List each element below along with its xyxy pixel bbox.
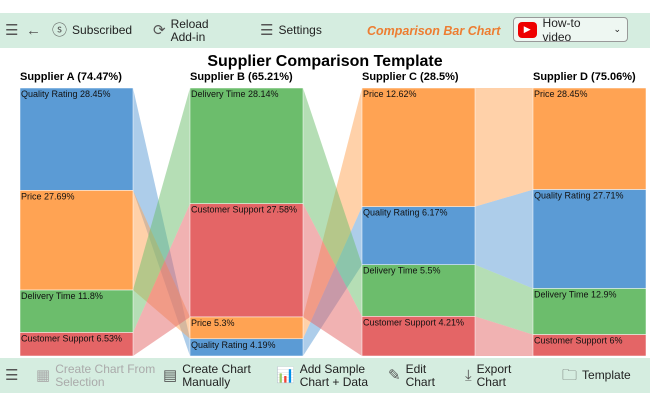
- reload-icon: ⟳: [153, 22, 166, 39]
- bar-segment: [189, 338, 304, 357]
- segment-label: Quality Rating 28.45%: [21, 89, 111, 99]
- brand-title: Comparison Bar Chart: [367, 23, 501, 38]
- segment-label: Delivery Time 28.14%: [191, 89, 279, 99]
- table-icon: ▦: [36, 367, 51, 384]
- flow-price: [475, 88, 533, 207]
- hamburger-icon: ☰: [5, 367, 19, 384]
- bar-segment: [361, 316, 476, 357]
- segment-label: Delivery Time 5.5%: [363, 266, 441, 276]
- export-icon: ⤓: [465, 367, 472, 384]
- add-sample-button[interactable]: 📊 Add Sample Chart + Data: [276, 361, 369, 389]
- bar-segment: [361, 206, 476, 265]
- chevron-down-icon: ⌄: [613, 24, 621, 34]
- segment-label: Delivery Time 11.8%: [21, 291, 103, 301]
- flow-customer-support: [303, 203, 362, 356]
- template-button[interactable]: 🗀 Template: [562, 367, 631, 384]
- hamburger-icon: ☰: [5, 22, 19, 39]
- add-sample-label: Add Sample Chart + Data: [299, 361, 369, 389]
- bar-segment: [361, 87, 476, 207]
- chart: Supplier Comparison Template Supplier A …: [19, 53, 647, 357]
- flow-customer-support: [133, 203, 190, 356]
- bar-segment: [532, 87, 647, 190]
- supplier-label: Supplier A (74.47%): [20, 71, 122, 83]
- segment-label: Customer Support 27.58%: [191, 205, 297, 215]
- segment-label: Price 27.69%: [21, 191, 75, 201]
- settings-label: Settings: [278, 23, 322, 37]
- bar-segment: [19, 87, 134, 191]
- settings-button[interactable]: ☰ Settings: [260, 22, 322, 39]
- supplier-label: Supplier C (28.5%): [362, 71, 459, 83]
- flow-customer-support: [475, 316, 533, 356]
- template-folder-icon: 🗀: [562, 367, 578, 384]
- segment-label: Customer Support 6%: [534, 336, 623, 346]
- segment-label: Customer Support 6.53%: [21, 334, 122, 344]
- export-chart-button[interactable]: ⤓ Export Chart: [465, 361, 512, 389]
- bar-segment: [19, 332, 134, 357]
- reload-addin-button[interactable]: ⟳ Reload Add-in: [153, 16, 209, 44]
- bar-segment: [532, 288, 647, 335]
- chart-title: Supplier Comparison Template: [207, 53, 442, 70]
- bar-segment: [532, 334, 647, 357]
- dollar-circle-icon: ⓢ: [52, 22, 68, 39]
- grid-icon: ▤: [163, 367, 178, 384]
- supplier-label: Supplier B (65.21%): [190, 71, 293, 83]
- how-to-video-dropdown[interactable]: ▶ How-to video ⌄: [513, 15, 628, 44]
- chart-data-icon: 📊: [276, 367, 295, 384]
- create-from-selection-label: Create Chart From Selection: [55, 361, 156, 389]
- reload-label: Reload Add-in: [170, 16, 209, 44]
- segment-label: Price 28.45%: [534, 89, 588, 99]
- segment-label: Price 5.3%: [191, 318, 235, 328]
- create-manually-button[interactable]: ▤ Create Chart Manually: [163, 361, 251, 389]
- back-arrow-icon: ←: [26, 22, 41, 39]
- bar-segment: [189, 203, 304, 318]
- youtube-icon: ▶: [518, 21, 537, 38]
- template-label: Template: [582, 368, 631, 382]
- create-from-selection-button[interactable]: ▦ Create Chart From Selection: [36, 361, 156, 389]
- segment-label: Delivery Time 12.9%: [534, 290, 617, 300]
- flow-delivery-time: [475, 264, 533, 335]
- segment-label: Quality Rating 6.17%: [363, 208, 448, 218]
- edit-chart-label: Edit Chart: [405, 361, 435, 389]
- segment-label: Customer Support 4.21%: [363, 317, 464, 327]
- segment-label: Quality Rating 4.19%: [191, 340, 276, 350]
- bottom-toolbar: ☰ ▦ Create Chart From Selection ▤ Create Ch…: [0, 358, 650, 393]
- export-chart-label: Export Chart: [476, 361, 512, 389]
- subscribed-label: Subscribed: [72, 23, 133, 37]
- supplier-label: Supplier D (75.06%): [533, 71, 636, 83]
- flow-quality-rating: [475, 189, 533, 289]
- flow-delivery-time: [303, 88, 362, 317]
- top-toolbar: ☰ ← ⓢ Subscribed ⟳ Reload Add-in ☰ Settings …: [0, 13, 650, 48]
- bottom-menu-button[interactable]: ☰: [5, 367, 19, 384]
- bar-segment: [19, 190, 134, 291]
- sliders-icon: ☰: [260, 22, 274, 39]
- back-button[interactable]: ←: [26, 22, 41, 39]
- subscribed-button[interactable]: ⓢ Subscribed: [52, 22, 133, 39]
- bar-segment: [189, 87, 304, 204]
- segment-label: Quality Rating 27.71%: [534, 191, 624, 201]
- flow-delivery-time: [133, 88, 190, 333]
- edit-chart-button[interactable]: ✎ Edit Chart: [388, 361, 435, 389]
- bar-segment: [532, 189, 647, 289]
- bar-segment: [361, 264, 476, 317]
- menu-button[interactable]: ☰: [5, 22, 19, 39]
- create-manually-label: Create Chart Manually: [182, 361, 251, 389]
- segment-label: Price 12.62%: [363, 89, 417, 99]
- edit-chart-icon: ✎: [388, 367, 401, 384]
- how-to-label: How-to video: [542, 15, 581, 44]
